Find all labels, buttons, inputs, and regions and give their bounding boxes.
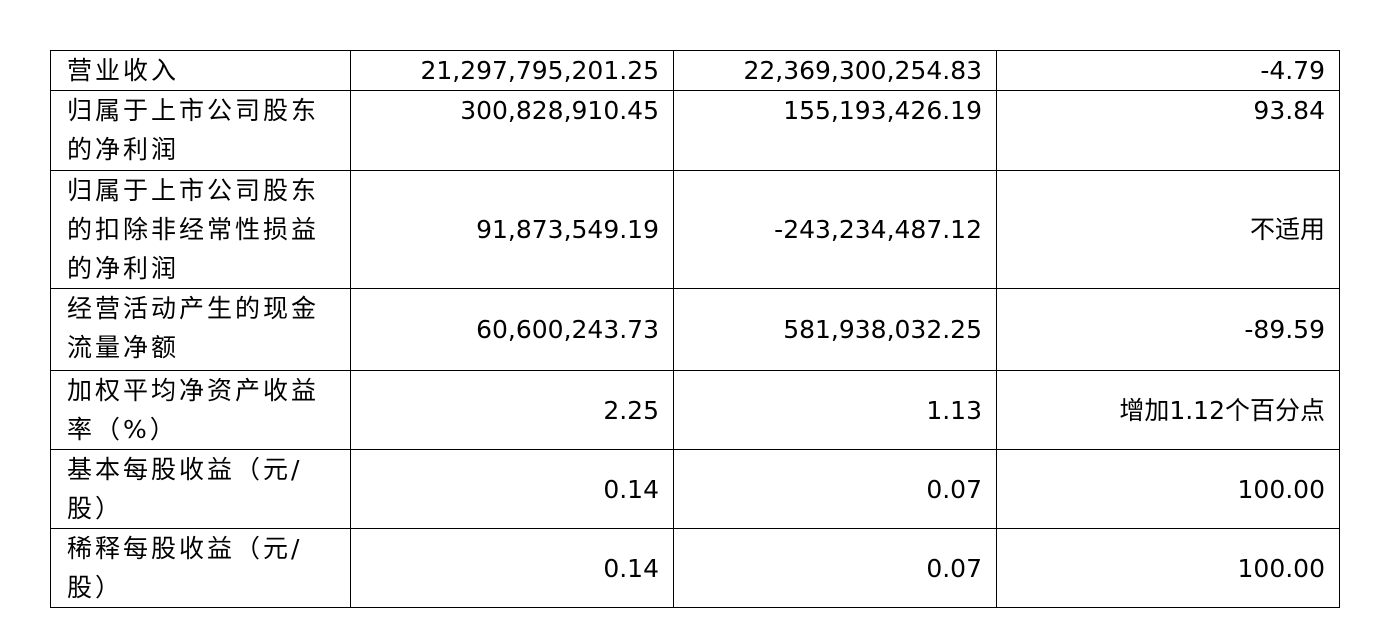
value-cell: -243,234,487.12 [673, 170, 997, 289]
table-row: 营业收入 21,297,795,201.25 22,369,300,254.83 -4… [50, 50, 1340, 91]
value-cell: 0.14 [350, 528, 674, 608]
table-row: 稀释每股收益（元/股） 0.14 0.07 100.00 [50, 528, 1340, 608]
value-cell: 不适用 [996, 170, 1340, 289]
value-cell: 60,600,243.73 [350, 288, 674, 371]
value-cell: 100.00 [996, 449, 1340, 529]
table-row: 归属于上市公司股东的扣除非经常性损益的净利润 91,873,549.19 -243,… [50, 170, 1340, 289]
value-cell: 581,938,032.25 [673, 288, 997, 371]
row-label: 归属于上市公司股东的扣除非经常性损益的净利润 [50, 170, 351, 289]
value-cell: -4.79 [996, 50, 1340, 91]
table-row: 加权平均净资产收益率（%） 2.25 1.13 增加1.12个百分点 [50, 370, 1340, 450]
value-cell: 0.07 [673, 449, 997, 529]
financial-table: 营业收入 21,297,795,201.25 22,369,300,254.83 -4… [50, 50, 1340, 608]
table-row: 基本每股收益（元/股） 0.14 0.07 100.00 [50, 449, 1340, 529]
row-label: 稀释每股收益（元/股） [50, 528, 351, 608]
value-cell: 增加1.12个百分点 [996, 370, 1340, 450]
table-row: 归属于上市公司股东的净利润 300,828,910.45 155,193,426.1… [50, 90, 1340, 171]
row-label: 归属于上市公司股东的净利润 [50, 90, 351, 171]
value-cell: 0.14 [350, 449, 674, 529]
value-cell: 155,193,426.19 [673, 90, 997, 171]
table-body: 营业收入 21,297,795,201.25 22,369,300,254.83 -4… [50, 50, 1340, 608]
value-cell: 100.00 [996, 528, 1340, 608]
value-cell: 300,828,910.45 [350, 90, 674, 171]
row-label: 加权平均净资产收益率（%） [50, 370, 351, 450]
row-label: 经营活动产生的现金流量净额 [50, 288, 351, 371]
value-cell: 1.13 [673, 370, 997, 450]
row-label: 营业收入 [50, 50, 351, 91]
value-cell: 22,369,300,254.83 [673, 50, 997, 91]
value-cell: 91,873,549.19 [350, 170, 674, 289]
value-cell: 21,297,795,201.25 [350, 50, 674, 91]
value-cell: 0.07 [673, 528, 997, 608]
value-cell: 2.25 [350, 370, 674, 450]
table-row: 经营活动产生的现金流量净额 60,600,243.73 581,938,032.25… [50, 288, 1340, 371]
value-cell: 93.84 [996, 90, 1340, 171]
value-cell: -89.59 [996, 288, 1340, 371]
row-label: 基本每股收益（元/股） [50, 449, 351, 529]
